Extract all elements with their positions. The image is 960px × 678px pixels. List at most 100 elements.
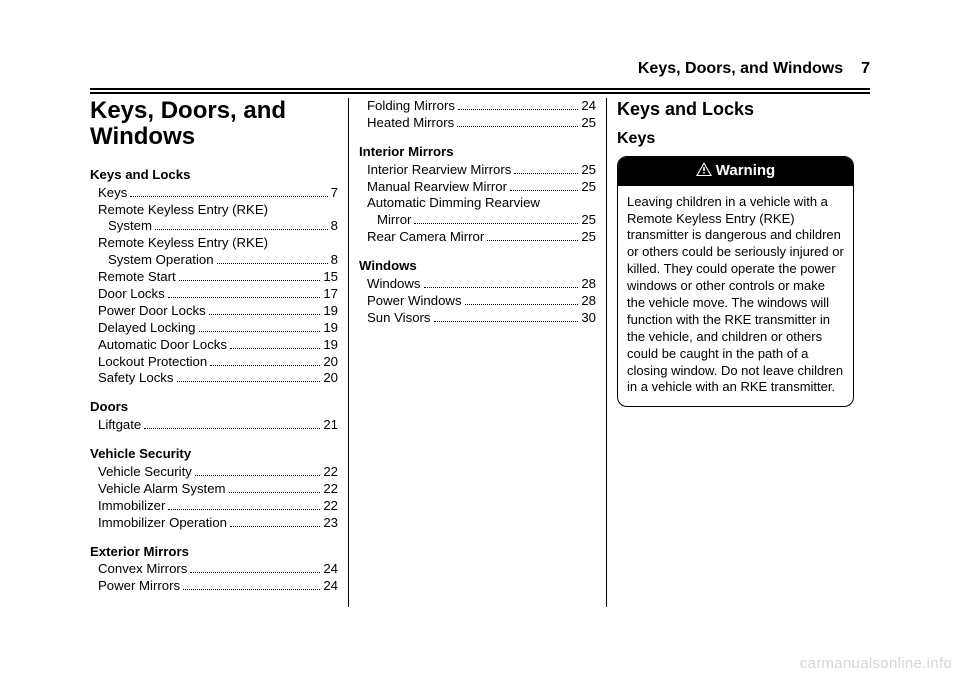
toc-entry: Sun Visors 30	[359, 310, 596, 327]
toc-entry: Remote Start15	[90, 269, 338, 286]
toc-group: Exterior MirrorsConvex Mirrors24Power Mi…	[90, 544, 338, 596]
toc-entry-page: 19	[323, 337, 338, 354]
toc-entry-label: Mirror	[377, 212, 411, 229]
toc-entry: Keys 7	[90, 185, 338, 202]
toc-group: Keys and LocksKeys 7 Remote Keyless Entry …	[90, 167, 338, 388]
toc-entry: Interior Rearview Mirrors 25	[359, 162, 596, 179]
chapter-title: Keys, Doors, and Windows	[90, 98, 338, 151]
toc-entry: Power Windows 28	[359, 293, 596, 310]
toc-entry: Immobilizer Operation 23	[90, 515, 338, 532]
toc-group: WindowsWindows28Power Windows28Sun Visor…	[359, 258, 596, 327]
toc-entry: Automatic Dimming Rearview	[359, 195, 596, 212]
toc-entry-page: 25	[581, 179, 596, 196]
toc-entry-label: Power Mirrors	[98, 578, 180, 595]
toc-entry-page: 22	[323, 464, 338, 481]
toc-entry-label: Remote Start	[98, 269, 176, 286]
toc-entry-page: 28	[581, 276, 596, 293]
toc-entry-label: Vehicle Security	[98, 464, 192, 481]
toc-entry-label: Rear Camera Mirror	[367, 229, 484, 246]
toc-entry-page: 25	[581, 115, 596, 132]
toc-entry-label: Immobilizer Operation	[98, 515, 227, 532]
toc-entry-page: 17	[323, 286, 338, 303]
toc-entry-page: 19	[323, 303, 338, 320]
toc-entry: Remote Keyless Entry (RKE)	[90, 235, 338, 252]
subsection-heading: Keys	[617, 129, 854, 149]
toc-entry-label: Power Door Locks	[98, 303, 206, 320]
toc-entry-label: Door Locks	[98, 286, 165, 303]
toc-entry-label: Lockout Protection	[98, 354, 207, 371]
warning-label: Warning	[716, 162, 775, 179]
toc-entry-label: Remote Keyless Entry (RKE)	[98, 235, 268, 252]
toc-entry-page: 8	[331, 218, 338, 235]
toc-entry-page: 24	[581, 98, 596, 115]
toc-entry-label: Immobilizer	[98, 498, 165, 515]
toc-entry-page: 22	[323, 481, 338, 498]
header-title: Keys, Doors, and Windows	[638, 60, 843, 78]
header-page-number: 7	[861, 60, 870, 78]
toc-entry: Power Door Locks 19	[90, 303, 338, 320]
warning-box: Warning Leaving children in a vehicle wi…	[617, 156, 854, 408]
toc-entry-page: 24	[323, 578, 338, 595]
toc-entry: System8	[90, 218, 338, 235]
toc-group-title: Keys and Locks	[90, 167, 338, 184]
toc-entry-label: Delayed Locking	[98, 320, 196, 337]
toc-entry-label: Windows	[367, 276, 421, 293]
toc-group-title: Exterior Mirrors	[90, 544, 338, 561]
watermark: carmanualsonline.info	[800, 655, 952, 672]
column-2: Folding Mirrors 24Heated Mirrors25 Interio…	[348, 98, 606, 607]
toc-entry: Windows 28	[359, 276, 596, 293]
toc-entry-label: Folding Mirrors	[367, 98, 455, 115]
column-1: Keys, Doors, and Windows Keys and LocksK…	[90, 98, 348, 607]
toc-entry: Automatic Door Locks 19	[90, 337, 338, 354]
toc-entry: Manual Rearview Mirror 25	[359, 179, 596, 196]
toc-group-title: Doors	[90, 399, 338, 416]
toc-entry: Liftgate21	[90, 417, 338, 434]
toc-entry-page: 25	[581, 229, 596, 246]
toc-entry: System Operation8	[90, 252, 338, 269]
toc-entry-page: 20	[323, 370, 338, 387]
toc-entry: Vehicle Security 22	[90, 464, 338, 481]
toc-entry-page: 25	[581, 212, 596, 229]
toc-entry-label: Power Windows	[367, 293, 462, 310]
toc-entry-label: Safety Locks	[98, 370, 174, 387]
toc-entry: Delayed Locking 19	[90, 320, 338, 337]
toc-column-1: Keys and LocksKeys 7 Remote Keyless Entry …	[90, 167, 338, 595]
toc-entry: Power Mirrors 24	[90, 578, 338, 595]
content-columns: Keys, Doors, and Windows Keys and LocksK…	[90, 98, 870, 607]
toc-entry: Immobilizer 22	[90, 498, 338, 515]
toc-entry: Vehicle Alarm System22	[90, 481, 338, 498]
toc-group: Vehicle SecurityVehicle Security22Vehicl…	[90, 446, 338, 531]
toc-entry-page: 28	[581, 293, 596, 310]
toc-entry-label: Manual Rearview Mirror	[367, 179, 507, 196]
toc-entry-page: 22	[323, 498, 338, 515]
running-header: Keys, Doors, and Windows 7	[90, 60, 870, 78]
toc-entry-page: 7	[331, 185, 338, 202]
toc-entry-page: 24	[323, 561, 338, 578]
toc-entry-label: Automatic Dimming Rearview	[367, 195, 540, 212]
toc-entry-label: Sun Visors	[367, 310, 431, 327]
warning-body: Leaving children in a vehicle with a Rem…	[618, 186, 853, 407]
toc-entry-page: 23	[323, 515, 338, 532]
toc-entry-page: 20	[323, 354, 338, 371]
toc-entry-label: Automatic Door Locks	[98, 337, 227, 354]
toc-group-title: Vehicle Security	[90, 446, 338, 463]
column-3: Keys and Locks Keys Warning Leaving chil…	[606, 98, 864, 607]
toc-entry: Heated Mirrors25	[359, 115, 596, 132]
toc-entry: Rear Camera Mirror 25	[359, 229, 596, 246]
toc-entry: Door Locks 17	[90, 286, 338, 303]
toc-entry-page: 19	[323, 320, 338, 337]
toc-entry: Remote Keyless Entry (RKE)	[90, 202, 338, 219]
toc-entry-label: Keys	[98, 185, 127, 202]
warning-icon	[696, 162, 712, 181]
toc-entry-page: 21	[323, 417, 338, 434]
warning-header: Warning	[618, 157, 853, 186]
toc-entry-page: 25	[581, 162, 596, 179]
toc-entry-label: Interior Rearview Mirrors	[367, 162, 511, 179]
toc-group-title: Interior Mirrors	[359, 144, 596, 161]
toc-entry-page: 30	[581, 310, 596, 327]
header-rule	[90, 88, 870, 94]
toc-entry-label: Remote Keyless Entry (RKE)	[98, 202, 268, 219]
toc-entry-label: Convex Mirrors	[98, 561, 187, 578]
toc-entry: Folding Mirrors 24	[359, 98, 596, 115]
toc-entry-page: 8	[331, 252, 338, 269]
